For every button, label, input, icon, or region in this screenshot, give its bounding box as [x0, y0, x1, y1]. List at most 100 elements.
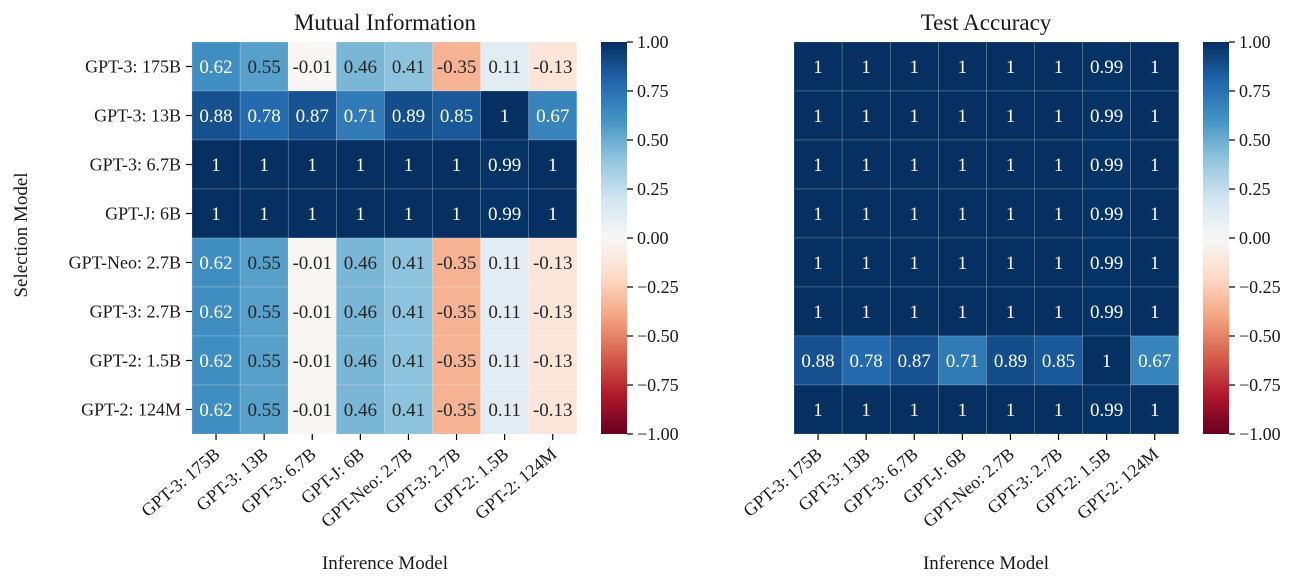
cell-value-label: 0.62 — [199, 351, 232, 372]
cell-value-label: 0.46 — [344, 302, 377, 323]
heatmap-cell — [986, 41, 1035, 92]
heatmap-cell — [432, 286, 481, 337]
cell-value-label: 0.55 — [248, 351, 281, 372]
cell-value-label: 1 — [1054, 302, 1064, 323]
cell-value-label: 1 — [500, 106, 510, 127]
cell-value-label: 1 — [861, 155, 871, 176]
heatmap-cell — [384, 335, 433, 386]
cell-value-label: 0.46 — [344, 57, 377, 78]
heatmap-cell — [889, 139, 939, 190]
heatmap-cell — [287, 188, 337, 239]
cell-value-label: -0.13 — [533, 57, 573, 78]
heatmap-cell — [841, 286, 891, 337]
heatmap-cell — [191, 139, 241, 190]
cell-value-label: 1 — [958, 106, 968, 127]
cell-value-label: 1 — [958, 204, 968, 225]
heatmap-cell — [1130, 384, 1180, 435]
heatmap-cell — [336, 139, 385, 190]
cell-value-label: 1 — [910, 253, 920, 274]
cell-value-label: 1 — [1054, 106, 1064, 127]
cell-value-label: 1 — [1006, 204, 1016, 225]
cell-value-label: 1 — [958, 57, 968, 78]
heatmap-cell — [336, 90, 385, 141]
heatmap-cell — [1034, 188, 1083, 239]
colorbar-tick-label: −0.50 — [637, 326, 679, 346]
heatmap-cells: 0.62 0.55 -0.01 0.46 0.41 -0.35 0.11 -0.13 0.88 0… — [191, 41, 578, 435]
colorbar-tick-label: −0.25 — [637, 277, 679, 297]
heatmap-cell — [1082, 335, 1131, 386]
test-accuracy-panel: Test Accuracy 1 1 1 1 1 1 0.99 11 1 1 1 1 1 0.99 11 1 1 1… — [739, 10, 1280, 574]
cell-value-label: 0.85 — [440, 106, 473, 127]
cell-value-label: -0.35 — [437, 351, 477, 372]
cell-value-label: 0.88 — [199, 106, 232, 127]
y-tick-label: GPT-J: 6B — [105, 204, 181, 224]
heatmap-cell — [480, 188, 529, 239]
colorbar-tick-label: 0.00 — [637, 228, 669, 248]
heatmap-cell — [384, 139, 433, 190]
heatmap-cell — [384, 90, 433, 141]
heatmap-cell — [938, 335, 987, 386]
heatmap-cell — [986, 237, 1035, 288]
colorbar-tick-label: 0.00 — [1239, 228, 1271, 248]
cell-value-label: 1 — [910, 57, 920, 78]
cell-value-label: 1 — [259, 155, 269, 176]
colorbar-tick-label: −0.50 — [1239, 326, 1281, 346]
cell-value-label: 0.46 — [344, 400, 377, 421]
cell-value-label: 1 — [910, 400, 920, 421]
heatmap-cell — [1034, 41, 1083, 92]
heatmap-cell — [841, 41, 891, 92]
heatmap-cell — [528, 90, 578, 141]
cell-value-label: 1 — [813, 57, 823, 78]
cell-value-label: 0.41 — [392, 253, 425, 274]
cell-value-label: 0.55 — [248, 253, 281, 274]
heatmap-cell — [841, 139, 891, 190]
heatmap-cell — [287, 335, 337, 386]
colorbar-tick-label: 0.75 — [637, 81, 669, 101]
heatmap-cell — [889, 41, 939, 92]
cell-value-label: 1 — [813, 302, 823, 323]
heatmap-cell — [793, 384, 843, 435]
heatmap-cell — [239, 335, 289, 386]
cell-value-label: 0.85 — [1042, 351, 1075, 372]
heatmap-cell — [239, 286, 289, 337]
heatmap-cell — [384, 237, 433, 288]
cell-value-label: -0.13 — [533, 400, 573, 421]
cell-value-label: -0.01 — [292, 57, 332, 78]
cell-value-label: 0.11 — [488, 351, 521, 372]
cell-value-label: 1 — [1150, 253, 1160, 274]
cell-value-label: 1 — [861, 400, 871, 421]
heatmap-cell — [1082, 384, 1131, 435]
colorbar-tick-label: 0.50 — [1239, 130, 1271, 150]
heatmap-cell — [938, 286, 987, 337]
cell-value-label: 1 — [1150, 400, 1160, 421]
heatmap-cell — [793, 139, 843, 190]
heatmap-cell — [938, 188, 987, 239]
cell-value-label: 1 — [813, 204, 823, 225]
cell-value-label: 0.62 — [199, 57, 232, 78]
colorbar-tick-label: 1.00 — [1239, 32, 1271, 52]
heatmap-cell — [793, 188, 843, 239]
cell-value-label: 1 — [211, 155, 221, 176]
cell-value-label: 0.99 — [1090, 302, 1123, 323]
chart-title: Mutual Information — [294, 10, 477, 35]
heatmap-cell — [841, 188, 891, 239]
cell-value-label: 1 — [910, 204, 920, 225]
cell-value-label: 1 — [958, 155, 968, 176]
colorbar-tick-label: −1.00 — [1239, 424, 1281, 444]
y-tick-label: GPT-3: 6.7B — [90, 155, 181, 175]
heatmap-cell — [793, 237, 843, 288]
heatmap-cell — [287, 237, 337, 288]
heatmap-cell — [1082, 41, 1131, 92]
heatmap-cell — [1130, 188, 1180, 239]
cell-value-label: -0.01 — [292, 302, 332, 323]
heatmap-cell — [938, 237, 987, 288]
cell-value-label: 0.71 — [344, 106, 377, 127]
heatmap-cell — [1034, 237, 1083, 288]
cell-value-label: 0.99 — [1090, 204, 1123, 225]
cell-value-label: 1 — [1150, 302, 1160, 323]
cell-value-label: -0.01 — [292, 253, 332, 274]
heatmap-cell — [1130, 237, 1180, 288]
colorbar-tick-label: −1.00 — [637, 424, 679, 444]
heatmap-cell — [239, 139, 289, 190]
